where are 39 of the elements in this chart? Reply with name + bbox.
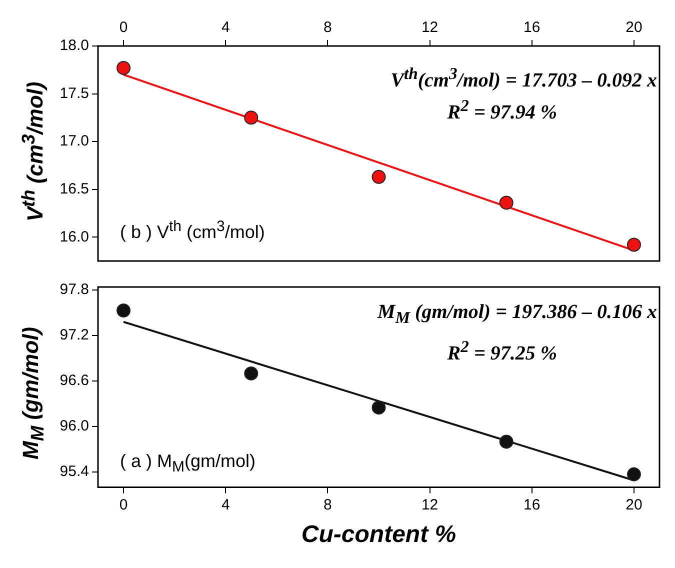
y-tick-label: 96.6 — [60, 372, 89, 390]
x-tick-label: 16 — [524, 496, 540, 514]
x-tick-label: 20 — [626, 19, 642, 36]
x-tick-label: 16 — [524, 19, 540, 36]
annotation: ( a ) M$_{M}$(gm/mol) — [120, 451, 256, 476]
point — [499, 196, 514, 210]
x-tick-label: 0 — [119, 496, 128, 514]
y-tick-label: 17.0 — [60, 132, 89, 150]
y-tick-label: 96.0 — [60, 418, 89, 435]
x-tick-label: 12 — [421, 496, 438, 514]
x-tick-label: 12 — [421, 19, 438, 36]
x-axis-title: Cu-content % — [301, 521, 456, 548]
y-tick-label: 18.0 — [60, 37, 89, 54]
x-tick-label: 8 — [324, 19, 332, 36]
x-tick-label: 4 — [221, 19, 230, 36]
y-tick-label: 16.5 — [60, 180, 89, 198]
point — [244, 110, 258, 125]
point — [116, 60, 131, 75]
y-tick-label: 95.4 — [60, 463, 89, 480]
point — [116, 304, 131, 318]
y-tick-label: 16.0 — [60, 228, 89, 246]
y-tick-label: 97.2 — [60, 326, 89, 344]
annotation: R$^{2}$ = 97.25 % — [447, 337, 557, 366]
point — [499, 434, 514, 449]
x-tick-label: 20 — [626, 496, 642, 514]
annotation: ( b ) V$^{th}$ (cm$^{3}$/mol) — [120, 218, 265, 243]
y-tick-label: 97.8 — [60, 281, 89, 298]
point — [626, 467, 641, 482]
point — [372, 400, 386, 415]
x-tick-label: 4 — [221, 496, 230, 514]
point — [372, 170, 386, 184]
annotation: M$_{M}$ (gm/mol) = 197.386 – 0.106 x — [377, 301, 657, 328]
x-tick-label: 8 — [324, 496, 332, 514]
point — [244, 366, 258, 380]
annotation: V$^{th}$(cm$^{3}$/mol) = 17.703 – 0.092 x — [390, 64, 657, 93]
annotation: R$^{2}$ = 97.94 % — [447, 96, 557, 125]
point — [626, 238, 641, 252]
y-tick-label: 17.5 — [60, 84, 89, 102]
x-tick-label: 0 — [119, 19, 128, 36]
